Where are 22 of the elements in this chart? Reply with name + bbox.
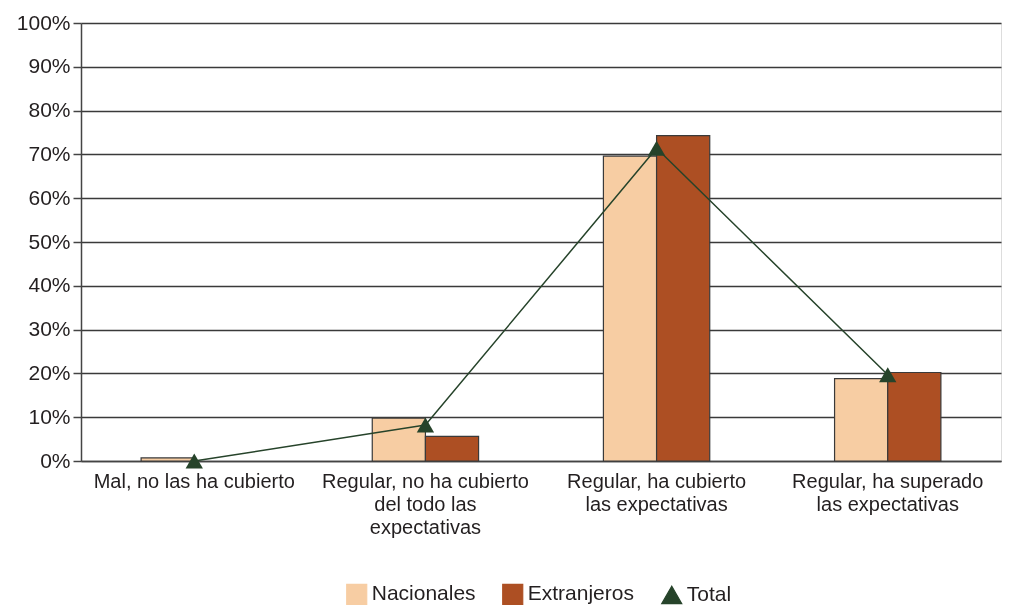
y-tick-label: 60% xyxy=(28,185,71,209)
y-tick-label: 0% xyxy=(40,448,71,472)
y-tick-label: 10% xyxy=(28,404,71,428)
x-tick-label: Regular, ha cubierto las expectativas xyxy=(567,469,747,515)
x-tick-label: Regular, ha superado las expectativas xyxy=(792,469,984,515)
x-tick-label: Regular, no ha cubierto del todo las expectativas xyxy=(322,469,529,538)
y-tick-label: 100% xyxy=(16,10,71,34)
legend-label: Nacionales xyxy=(371,581,476,605)
point xyxy=(879,367,897,383)
point xyxy=(647,140,666,156)
y-tick-label: 40% xyxy=(28,273,71,297)
y-tick-label: 80% xyxy=(28,98,71,122)
y-tick-label: 50% xyxy=(28,229,71,253)
y-tick-label: 20% xyxy=(28,360,71,384)
legend-label: Extranjeros xyxy=(527,581,634,605)
point xyxy=(416,417,435,433)
y-tick-label: 70% xyxy=(28,141,71,165)
y-tick-label: 30% xyxy=(28,317,71,341)
x-tick-label: Mal, no las ha cubierto xyxy=(93,469,295,492)
point xyxy=(185,453,203,469)
legend-label: Total xyxy=(686,581,732,605)
y-tick-label: 90% xyxy=(28,54,71,78)
